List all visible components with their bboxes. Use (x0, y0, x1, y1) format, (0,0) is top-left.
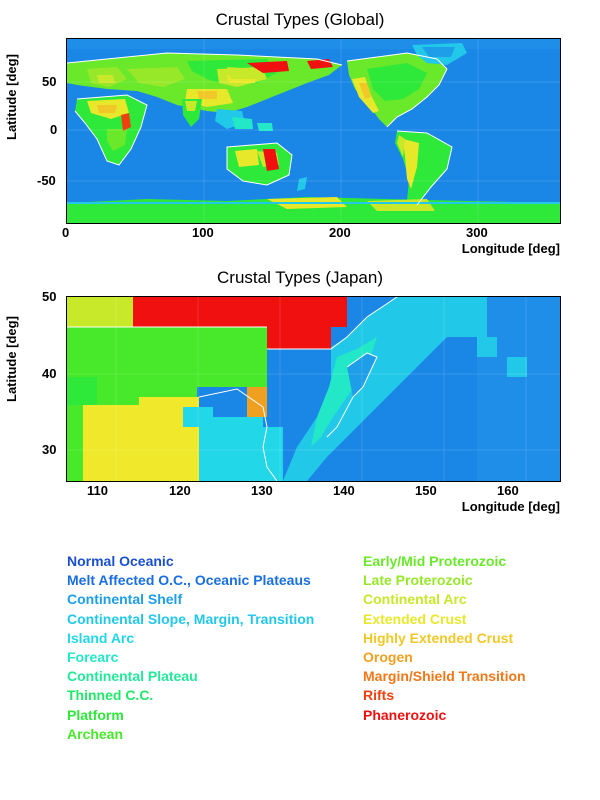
legend-item: Continental Plateau (67, 668, 198, 685)
legend-item: Extended Crust (363, 610, 467, 627)
legend-item: Continental Slope, Margin, Transition (67, 610, 315, 627)
japan-y-axis-label: Latitude [deg] (4, 316, 19, 402)
legend-item: Continental Shelf (67, 591, 183, 608)
legend-item: Late Proterozoic (363, 572, 473, 589)
global-x-tick-100: 100 (192, 225, 214, 240)
global-map-canvas (67, 39, 560, 223)
legend-item: Phanerozoic (363, 706, 447, 723)
legend-item: Highly Extended Crust (363, 629, 514, 646)
global-y-tick-neg50: -50 (37, 173, 56, 188)
legend-item: Platform (67, 706, 124, 723)
japan-y-tick-30: 30 (42, 442, 57, 457)
japan-x-tick-140: 140 (333, 483, 355, 498)
legend-item: Rifts (363, 687, 395, 704)
japan-x-tick-150: 150 (415, 483, 437, 498)
legend-left-column: Normal Oceanic Melt Affected O.C., Oceani… (67, 552, 314, 744)
legend-item: Archean (67, 725, 124, 742)
legend-item: Forearc (67, 648, 119, 665)
global-x-tick-0: 0 (62, 225, 70, 240)
global-x-tick-200: 200 (329, 225, 351, 240)
japan-x-tick-110: 110 (87, 483, 108, 498)
japan-x-axis-label: Longitude [deg] (461, 499, 560, 514)
japan-map-title: Crustal Types (Japan) (217, 268, 383, 287)
global-y-tick-50: 50 (42, 74, 57, 89)
legend-item: Normal Oceanic (67, 553, 174, 569)
japan-y-tick-40: 40 (42, 366, 57, 381)
legend-item: Continental Arc (363, 591, 467, 608)
global-x-axis-label: Longitude [deg] (461, 241, 560, 256)
legend-right-column: Early/Mid Proterozoic Late Proterozoic Con… (363, 552, 526, 725)
japan-x-tick-120: 120 (169, 483, 191, 498)
global-y-tick-0: 0 (50, 122, 58, 137)
legend-item: Orogen (363, 648, 413, 665)
global-crustal-map (66, 38, 561, 224)
japan-x-tick-130: 130 (251, 483, 273, 498)
legend-item: Early/Mid Proterozoic (363, 553, 507, 569)
legend-item: Melt Affected O.C., Oceanic Plateaus (67, 572, 311, 589)
japan-y-tick-50: 50 (42, 289, 57, 304)
japan-crustal-map (66, 296, 561, 482)
legend-item: Thinned C.C. (67, 687, 154, 704)
global-map-title: Crustal Types (Global) (215, 10, 385, 29)
legend-item: Island Arc (67, 629, 135, 646)
global-y-axis-label: Latitude [deg] (4, 54, 19, 140)
legend-item: Margin/Shield Transition (363, 668, 526, 685)
japan-x-tick-160: 160 (497, 483, 519, 498)
global-x-tick-300: 300 (466, 225, 488, 240)
japan-map-canvas (67, 297, 560, 481)
